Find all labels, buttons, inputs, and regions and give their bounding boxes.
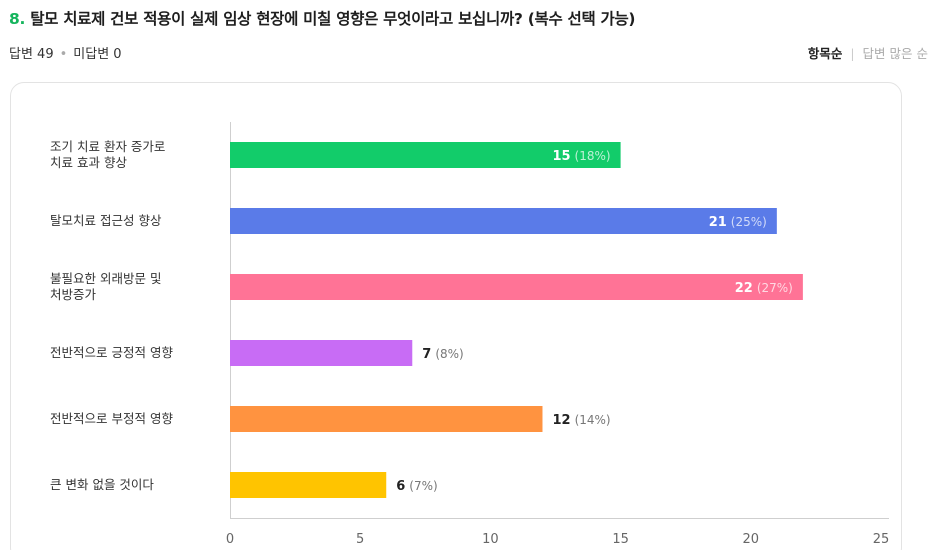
category-label: 불필요한 외래방문 및 처방증가 <box>50 271 161 302</box>
unanswered-count: 미답변 0 <box>73 47 122 62</box>
x-tick-label: 10 <box>482 532 499 547</box>
separator-dot-icon: • <box>59 47 68 62</box>
data-label: 6 (7%) <box>396 479 437 494</box>
data-label: 22 (27%) <box>735 281 793 296</box>
bar <box>230 406 543 432</box>
bar <box>230 274 803 300</box>
question-text: 탈모 치료제 건보 적용이 실제 임상 현장에 미칠 영향은 무엇이라고 보십니… <box>30 10 636 28</box>
data-label: 7 (8%) <box>422 347 463 362</box>
data-label: 21 (25%) <box>709 215 767 230</box>
bar <box>230 208 777 234</box>
bar <box>230 142 621 168</box>
category-label: 큰 변화 없을 것이다 <box>50 477 154 492</box>
data-label: 12 (14%) <box>552 413 610 428</box>
answered-count: 답변 49 <box>9 47 54 62</box>
data-label: 15 (18%) <box>552 149 610 164</box>
category-label: 전반적으로 부정적 영향 <box>50 411 173 426</box>
sort-by-item-button[interactable]: 항목순 <box>807 46 843 61</box>
x-tick-label: 5 <box>356 532 364 547</box>
category-label: 탈모치료 접근성 향상 <box>50 213 162 228</box>
question-title: 8. 탈모 치료제 건보 적용이 실제 임상 현장에 미칠 영향은 무엇이라고 … <box>9 7 636 29</box>
category-label: 조기 치료 환자 증가로 치료 효과 향상 <box>50 139 165 170</box>
x-tick-label: 25 <box>873 532 890 547</box>
x-tick-label: 20 <box>743 532 760 547</box>
sort-divider: | <box>850 46 855 61</box>
question-number: 8. <box>9 10 26 28</box>
x-tick-label: 0 <box>226 532 234 547</box>
bar <box>230 340 413 366</box>
bar <box>230 472 387 498</box>
response-summary: 답변 49 • 미답변 0 <box>9 43 122 62</box>
x-tick-label: 15 <box>612 532 629 547</box>
sort-by-count-button[interactable]: 답변 많은 순 <box>862 46 928 61</box>
sort-options: 항목순 | 답변 많은 순 <box>808 43 928 62</box>
category-label: 전반적으로 긍정적 영향 <box>50 345 173 360</box>
